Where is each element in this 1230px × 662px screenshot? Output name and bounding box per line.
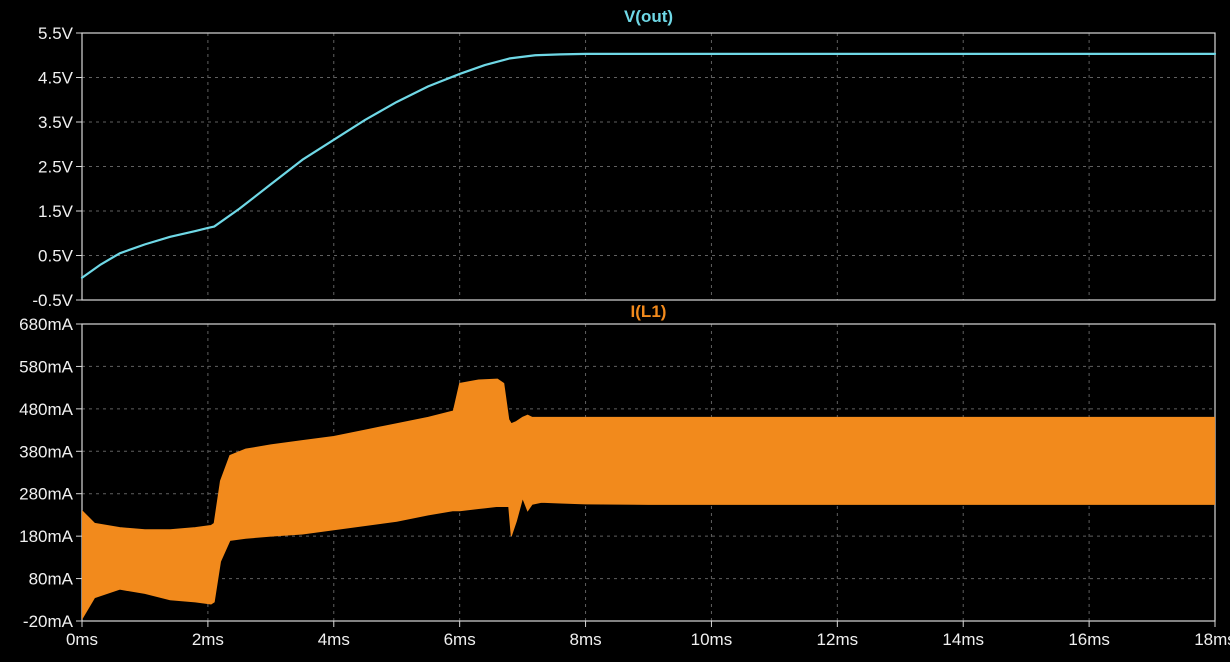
y-tick-label: -20mA xyxy=(23,612,74,631)
scope-svg: -0.5V 0.5V 1.5V 2.5V 3.5V 4.5V 5.5V V(out) -20mA… xyxy=(0,0,1230,662)
plot-title: V(out) xyxy=(624,7,673,26)
x-tick-label: 6ms xyxy=(444,630,476,649)
y-tick-label: -0.5V xyxy=(32,291,73,310)
x-tick-label: 0ms xyxy=(66,630,98,649)
y-tick-label: 3.5V xyxy=(38,113,74,132)
y-tick-label: 580mA xyxy=(19,357,74,376)
y-tick-label: 2.5V xyxy=(38,158,74,177)
y-tick-label: 1.5V xyxy=(38,202,74,221)
x-tick-label: 4ms xyxy=(318,630,350,649)
y-tick-label: 680mA xyxy=(19,315,74,334)
y-tick-label: 5.5V xyxy=(38,24,74,43)
x-tick-label: 16ms xyxy=(1068,630,1110,649)
x-tick-label: 12ms xyxy=(817,630,859,649)
y-tick-label: 380mA xyxy=(19,442,74,461)
y-tick-label: 0.5V xyxy=(38,247,74,266)
scope-container: -0.5V 0.5V 1.5V 2.5V 3.5V 4.5V 5.5V V(out) -20mA… xyxy=(0,0,1230,662)
x-tick-label: 14ms xyxy=(942,630,984,649)
y-tick-label: 280mA xyxy=(19,485,74,504)
y-tick-label: 4.5V xyxy=(38,69,74,88)
x-tick-label: 8ms xyxy=(569,630,601,649)
y-tick-label: 480mA xyxy=(19,400,74,419)
y-tick-label: 180mA xyxy=(19,527,74,546)
x-tick-label: 10ms xyxy=(691,630,733,649)
x-tick-label: 18ms xyxy=(1194,630,1230,649)
x-tick-label: 2ms xyxy=(192,630,224,649)
plot-title: I(L1) xyxy=(631,302,667,321)
y-tick-label: 80mA xyxy=(29,570,74,589)
